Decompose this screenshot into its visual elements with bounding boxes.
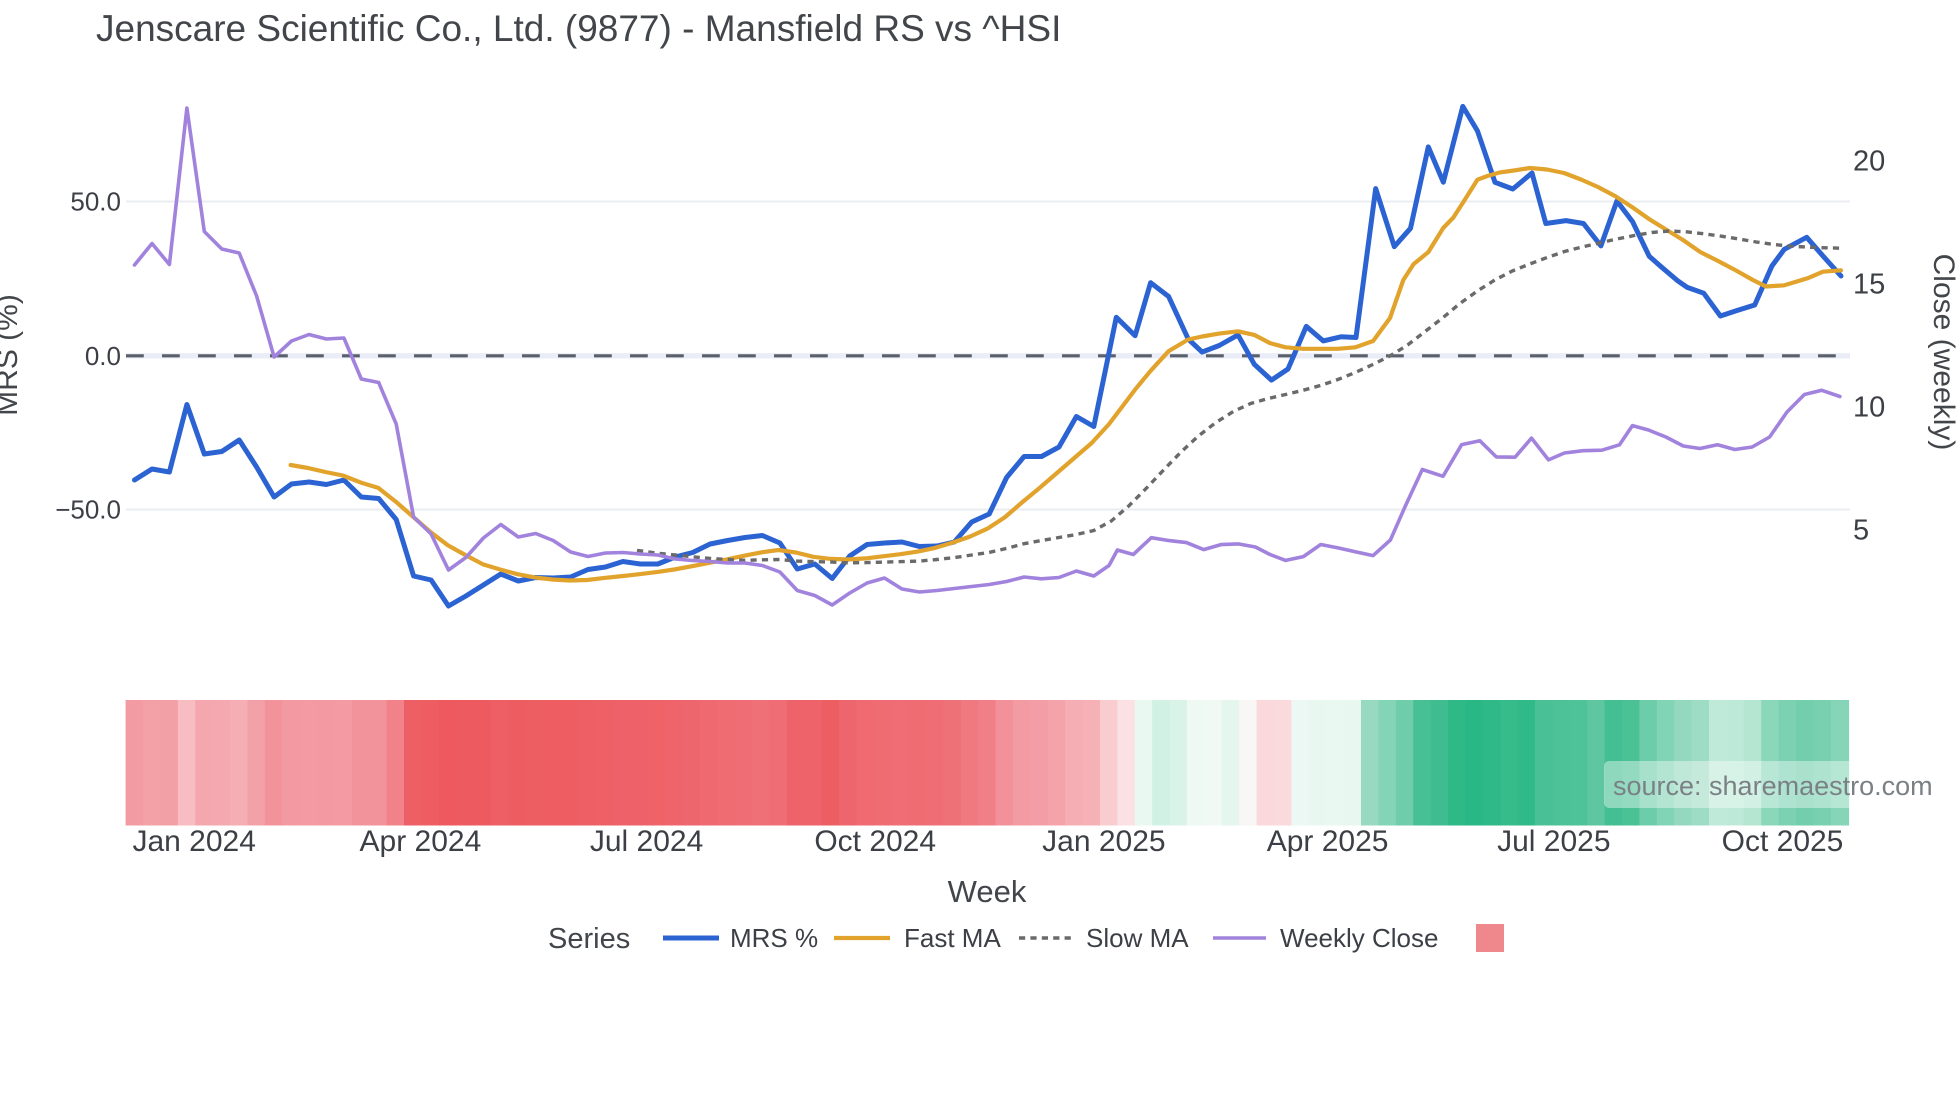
svg-text:Jul 2024: Jul 2024 <box>590 825 703 858</box>
svg-text:Oct 2024: Oct 2024 <box>814 825 936 858</box>
svg-text:MRS (%): MRS (%) <box>0 294 24 416</box>
svg-text:Jan 2024: Jan 2024 <box>132 825 255 858</box>
svg-text:Jan 2025: Jan 2025 <box>1042 825 1165 858</box>
svg-text:Weekly Close: Weekly Close <box>1280 923 1438 953</box>
svg-text:Oct 2025: Oct 2025 <box>1722 825 1844 858</box>
svg-text:Fast MA: Fast MA <box>904 923 1001 953</box>
svg-text:20: 20 <box>1853 146 1885 178</box>
svg-text:Series: Series <box>548 923 630 955</box>
svg-text:0.0: 0.0 <box>85 341 121 371</box>
svg-text:Close (weekly): Close (weekly) <box>1927 254 1960 451</box>
svg-text:10: 10 <box>1853 392 1885 424</box>
svg-text:MRS %: MRS % <box>730 923 818 953</box>
svg-text:Week: Week <box>948 874 1027 909</box>
svg-text:Jenscare Scientific Co., Ltd.: Jenscare Scientific Co., Ltd. (9877) - M… <box>96 8 1061 49</box>
svg-text:source: sharemaestro.com: source: sharemaestro.com <box>1613 771 1933 801</box>
svg-text:−50.0: −50.0 <box>55 495 121 525</box>
svg-text:50.0: 50.0 <box>70 187 121 217</box>
svg-text:Apr 2024: Apr 2024 <box>360 825 482 858</box>
svg-text:5: 5 <box>1853 515 1869 547</box>
svg-text:Apr 2025: Apr 2025 <box>1267 825 1389 858</box>
svg-text:15: 15 <box>1853 269 1885 301</box>
svg-text:Jul 2025: Jul 2025 <box>1497 825 1610 858</box>
svg-text:Slow MA: Slow MA <box>1086 923 1189 953</box>
